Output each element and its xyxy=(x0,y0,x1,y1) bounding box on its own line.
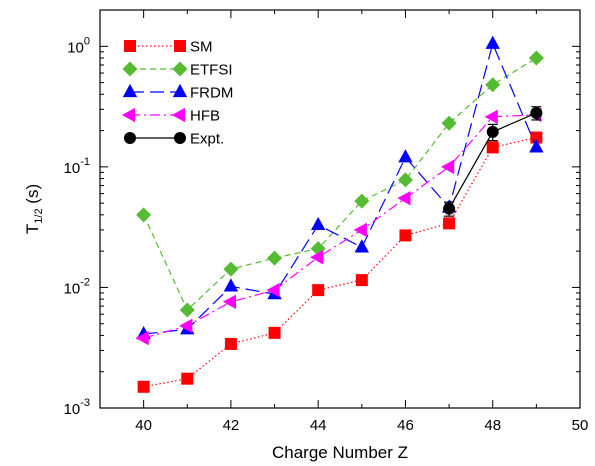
legend-entry: FRDM xyxy=(122,83,233,102)
series-line xyxy=(143,136,537,388)
x-tick-label: 50 xyxy=(572,417,589,434)
data-point xyxy=(312,284,325,297)
data-point xyxy=(443,217,456,230)
x-axis-label: Charge Number Z xyxy=(272,443,408,462)
data-point xyxy=(399,229,412,242)
data-point xyxy=(136,207,152,223)
y-tick-label: 10-2 xyxy=(64,276,90,297)
data-point xyxy=(441,115,457,131)
series-line xyxy=(143,41,537,335)
legend-entry: ETFSI xyxy=(122,61,233,79)
y-tick-base: 10 xyxy=(67,39,84,56)
data-point xyxy=(484,109,498,125)
data-point xyxy=(443,202,456,215)
data-point xyxy=(354,193,370,209)
y-tick-label: 100 xyxy=(67,35,90,56)
plot-frame xyxy=(99,9,581,409)
series-etfsi xyxy=(136,50,544,318)
data-point xyxy=(266,282,280,298)
data-point xyxy=(397,190,411,206)
data-point xyxy=(267,250,283,266)
y-tick-base: 10 xyxy=(64,280,81,297)
data-point xyxy=(528,50,544,66)
y-tick-exponent: -1 xyxy=(80,156,90,168)
data-point xyxy=(224,337,237,350)
legend-marker xyxy=(124,40,136,52)
series-sm xyxy=(137,131,543,393)
y-tick-exponent: -3 xyxy=(80,397,90,409)
legend-marker xyxy=(172,83,188,98)
data-point xyxy=(485,35,500,49)
data-point xyxy=(179,318,193,334)
data-point xyxy=(398,149,413,163)
data-point xyxy=(181,372,194,385)
legend-label: ETFSI xyxy=(190,62,233,79)
series-layer xyxy=(135,35,544,393)
legend-marker xyxy=(174,40,186,52)
y-tick-base: 10 xyxy=(64,160,81,177)
legend-marker xyxy=(124,132,136,144)
series-line xyxy=(143,114,537,339)
y-tick-exponent: 0 xyxy=(84,35,90,47)
x-tick-label: 46 xyxy=(397,417,414,434)
data-point xyxy=(310,216,326,231)
data-point xyxy=(530,106,543,119)
legend-marker xyxy=(172,61,188,77)
legend-label: SM xyxy=(190,39,213,56)
data-point xyxy=(137,380,150,393)
series-hfb xyxy=(135,107,542,346)
series-expt xyxy=(443,106,543,217)
y-tick-base: 10 xyxy=(64,401,81,418)
data-point xyxy=(223,261,239,277)
data-point xyxy=(223,278,239,292)
data-point xyxy=(268,326,281,339)
legend-marker xyxy=(121,107,136,123)
legend: SM ETFSI FRDM HFB Expt. xyxy=(121,39,233,148)
legend-entry: HFB xyxy=(121,107,220,125)
data-point xyxy=(486,125,499,138)
data-point xyxy=(397,172,413,188)
legend-label: HFB xyxy=(190,108,220,125)
data-point xyxy=(353,222,367,238)
data-point xyxy=(485,77,501,93)
legend-marker xyxy=(122,83,138,98)
y-axis-label-base: T xyxy=(23,224,42,234)
legend-marker xyxy=(122,61,138,77)
series-frdm xyxy=(136,35,544,340)
data-point xyxy=(355,274,368,287)
x-tick-label: 48 xyxy=(484,417,501,434)
x-tick-label: 44 xyxy=(310,417,327,434)
y-tick-label: 10-1 xyxy=(64,156,90,177)
legend-label: FRDM xyxy=(190,85,233,102)
legend-marker xyxy=(171,107,186,123)
x-tick-label: 42 xyxy=(223,417,240,434)
data-point xyxy=(179,302,195,318)
data-point xyxy=(135,330,149,346)
legend-entry: Expt. xyxy=(124,131,224,148)
legend-label: Expt. xyxy=(190,131,224,148)
x-tick-label: 40 xyxy=(135,417,152,434)
data-point xyxy=(529,139,544,153)
legend-marker xyxy=(174,132,186,144)
series-line xyxy=(143,57,537,311)
data-point xyxy=(486,141,499,154)
y-axis-label-subscript: 1/2 xyxy=(33,208,45,223)
y-tick-label: 10-3 xyxy=(64,397,90,418)
y-axis-label-suffix: (s) xyxy=(23,184,42,209)
data-point xyxy=(222,294,237,310)
data-point xyxy=(440,159,455,175)
data-point xyxy=(354,239,370,253)
y-axis-label: T1/2 (s) xyxy=(23,184,45,234)
legend-entry: SM xyxy=(124,39,213,56)
y-tick-exponent: -2 xyxy=(80,276,90,288)
data-point xyxy=(310,250,324,265)
